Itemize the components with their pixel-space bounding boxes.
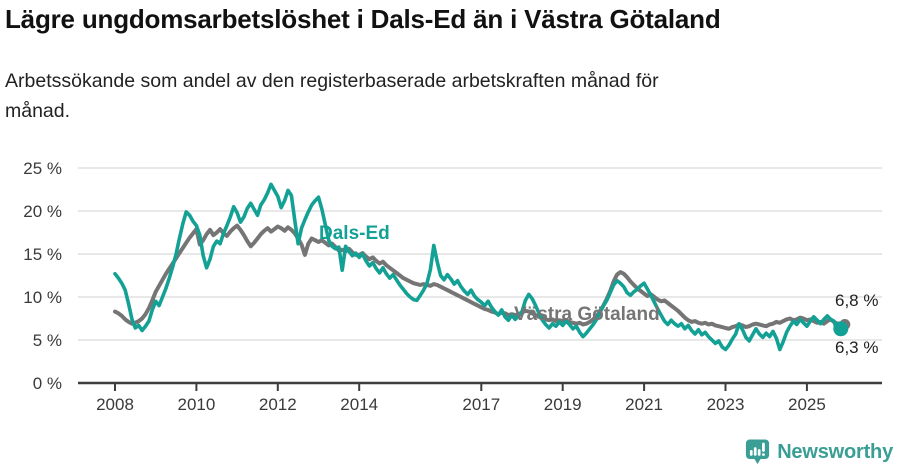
x-tick-label: 2023	[707, 395, 745, 414]
data-series	[113, 182, 851, 352]
chart-title: Lägre ungdomsarbetslöshet i Dals-Ed än i…	[5, 4, 721, 34]
y-tick-label: 20 %	[23, 202, 62, 221]
x-tick-label: 2025	[788, 395, 826, 414]
y-tick-label: 10 %	[23, 288, 62, 307]
y-tick-label: 0 %	[33, 374, 62, 393]
x-tick-label: 2017	[462, 395, 500, 414]
logo-barchart-glyph	[750, 442, 766, 456]
chart-subtitle: Arbetssökande som andel av den registerb…	[5, 66, 659, 126]
newsworthy-logo[interactable]: Newsworthy	[745, 438, 893, 466]
x-tick-label: 2010	[177, 395, 215, 414]
y-tick-label: 25 %	[23, 159, 62, 178]
series-label-dals-ed: Dals-Ed	[319, 223, 390, 244]
chart-subtitle-line2: månad.	[5, 100, 71, 123]
newsworthy-icon	[746, 439, 770, 465]
y-tick-label: 15 %	[23, 245, 62, 264]
newsworthy-wordmark: Newsworthy	[777, 440, 893, 463]
series-line-vastra-gotaland	[113, 223, 843, 331]
x-tick-label: 2008	[96, 395, 134, 414]
end-value-label-vastra-gotaland: 6,8 %	[835, 291, 878, 310]
x-tick-label: 2019	[544, 395, 582, 414]
y-tick-label: 5 %	[33, 331, 62, 350]
grid-and-axes: 0 % 5 % 10 % 15 % 20 % 25 % 2008 2010 2012 2014 20…	[23, 159, 882, 414]
x-tick-label: 2012	[259, 395, 297, 414]
end-dot-dals-ed	[833, 321, 849, 337]
logo-pin-shape	[746, 439, 770, 465]
chart-subtitle-line1: Arbetssökande som andel av den registerb…	[5, 70, 659, 92]
series-label-vastra-gotaland: Västra Götaland	[514, 304, 660, 325]
x-tick-label: 2021	[625, 395, 663, 414]
x-tick-label: 2014	[340, 395, 378, 414]
series-line-dals-ed	[113, 182, 843, 352]
end-value-label-dals-ed: 6,3 %	[835, 338, 878, 357]
